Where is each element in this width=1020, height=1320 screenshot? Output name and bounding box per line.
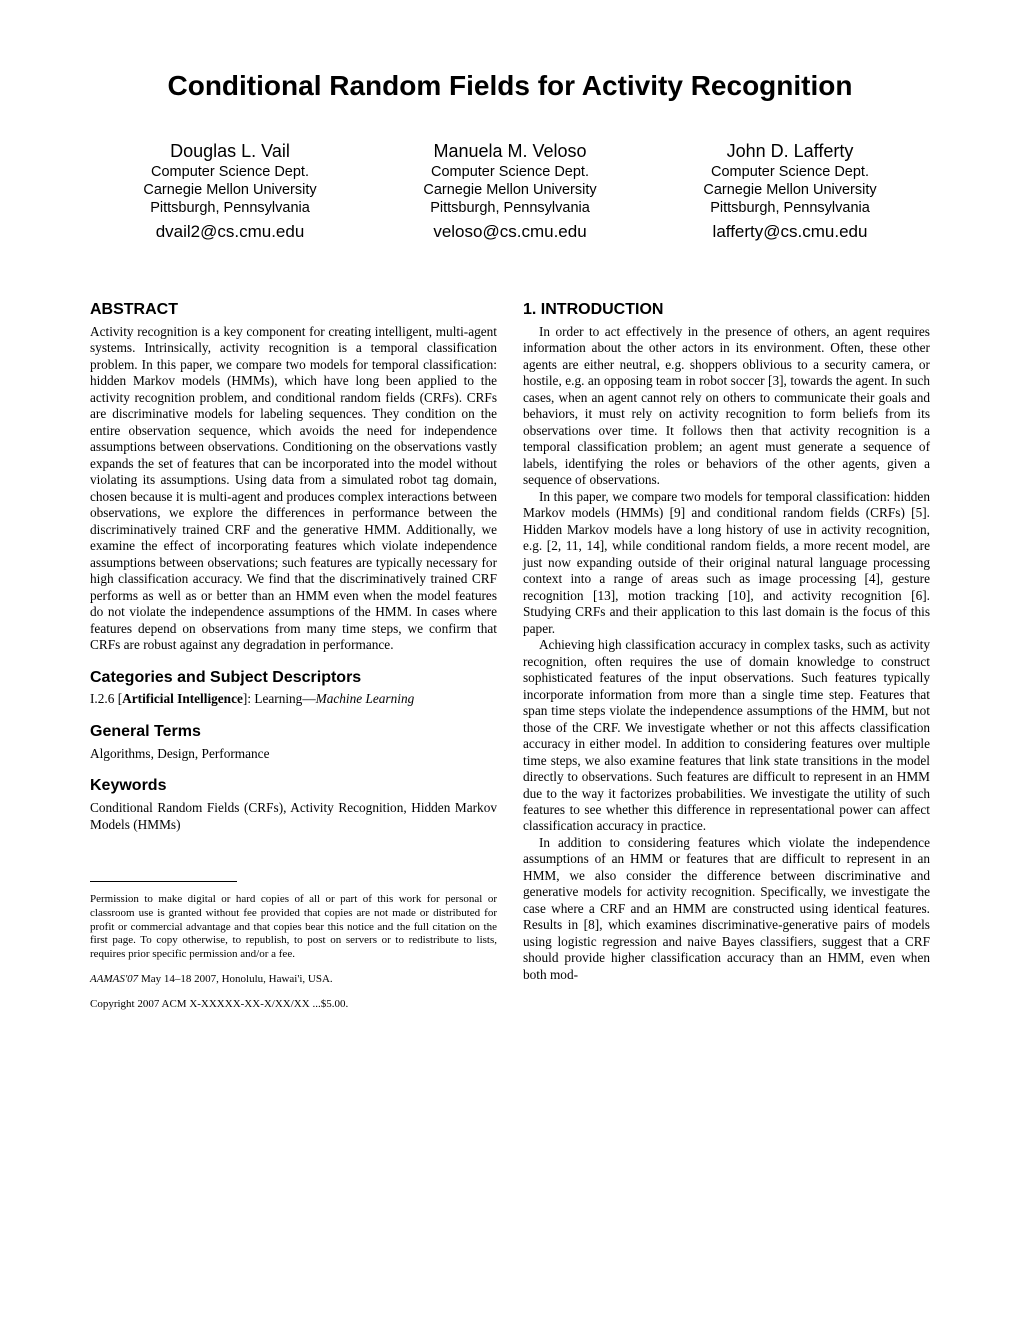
author-name: Manuela M. Veloso	[370, 140, 650, 163]
author-name: Douglas L. Vail	[90, 140, 370, 163]
introduction-heading: 1. INTRODUCTION	[523, 300, 930, 320]
author-loc: Pittsburgh, Pennsylvania	[90, 199, 370, 217]
permission-text: Permission to make digital or hard copie…	[90, 893, 497, 962]
categories-heading: Categories and Subject Descriptors	[90, 668, 497, 688]
author-block: Douglas L. Vail Computer Science Dept. C…	[90, 140, 370, 242]
cat-prefix: I.2.6 [	[90, 691, 122, 706]
two-column-layout: ABSTRACT Activity recognition is a key c…	[90, 292, 930, 1022]
cat-mid: ]: Learning—	[243, 691, 316, 706]
keywords-text: Conditional Random Fields (CRFs), Activi…	[90, 800, 497, 833]
intro-p4: In addition to considering features whic…	[523, 835, 930, 983]
author-dept: Computer Science Dept.	[90, 163, 370, 181]
cat-bold: Artificial Intelligence	[122, 691, 243, 706]
general-terms-text: Algorithms, Design, Performance	[90, 746, 497, 762]
intro-p3: Achieving high classification accuracy i…	[523, 637, 930, 835]
categories-text: I.2.6 [Artificial Intelligence]: Learnin…	[90, 691, 497, 707]
intro-p1: In order to act effectively in the prese…	[523, 324, 930, 489]
author-block: John D. Lafferty Computer Science Dept. …	[650, 140, 930, 242]
abstract-heading: ABSTRACT	[90, 300, 497, 320]
permission-separator	[90, 881, 237, 882]
intro-p2: In this paper, we compare two models for…	[523, 489, 930, 637]
right-column: 1. INTRODUCTION In order to act effectiv…	[523, 292, 930, 1022]
author-email: dvail2@cs.cmu.edu	[90, 221, 370, 242]
author-email: lafferty@cs.cmu.edu	[650, 221, 930, 242]
conference-line: AAMAS'07 May 14–18 2007, Honolulu, Hawai…	[90, 973, 497, 987]
author-loc: Pittsburgh, Pennsylvania	[650, 199, 930, 217]
copyright-line: Copyright 2007 ACM X-XXXXX-XX-X/XX/XX ..…	[90, 998, 497, 1012]
author-uni: Carnegie Mellon University	[650, 181, 930, 199]
keywords-heading: Keywords	[90, 776, 497, 796]
cat-italic: Machine Learning	[316, 691, 415, 706]
author-dept: Computer Science Dept.	[370, 163, 650, 181]
author-email: veloso@cs.cmu.edu	[370, 221, 650, 242]
left-column: ABSTRACT Activity recognition is a key c…	[90, 292, 497, 1022]
conf-name: AAMAS'07	[90, 973, 138, 985]
authors-row: Douglas L. Vail Computer Science Dept. C…	[90, 140, 930, 242]
paper-title: Conditional Random Fields for Activity R…	[90, 70, 930, 102]
author-dept: Computer Science Dept.	[650, 163, 930, 181]
author-block: Manuela M. Veloso Computer Science Dept.…	[370, 140, 650, 242]
author-loc: Pittsburgh, Pennsylvania	[370, 199, 650, 217]
general-terms-heading: General Terms	[90, 722, 497, 742]
author-name: John D. Lafferty	[650, 140, 930, 163]
author-uni: Carnegie Mellon University	[90, 181, 370, 199]
abstract-text: Activity recognition is a key component …	[90, 324, 497, 654]
conf-rest: May 14–18 2007, Honolulu, Hawai'i, USA.	[138, 973, 332, 985]
paper-page: Conditional Random Fields for Activity R…	[0, 0, 1020, 1320]
author-uni: Carnegie Mellon University	[370, 181, 650, 199]
